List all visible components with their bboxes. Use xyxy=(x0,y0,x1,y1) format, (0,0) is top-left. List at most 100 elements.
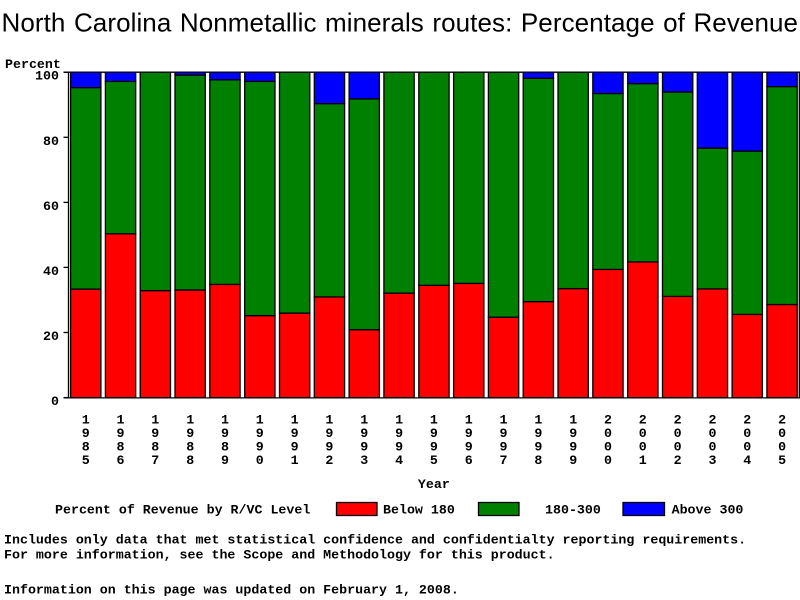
svg-text:Information on this page was u: Information on this page was updated on … xyxy=(4,583,459,598)
svg-text:2: 2 xyxy=(709,412,717,427)
svg-text:8: 8 xyxy=(82,439,90,454)
svg-text:9: 9 xyxy=(534,439,542,454)
svg-text:1: 1 xyxy=(291,412,299,427)
svg-text:8: 8 xyxy=(186,453,194,468)
svg-text:8: 8 xyxy=(534,453,542,468)
svg-text:0: 0 xyxy=(674,426,682,441)
svg-text:9: 9 xyxy=(430,426,438,441)
svg-text:1: 1 xyxy=(291,453,299,468)
svg-text:1: 1 xyxy=(395,412,403,427)
svg-text:8: 8 xyxy=(186,439,194,454)
svg-text:Above 300: Above 300 xyxy=(672,503,744,518)
svg-text:Includes only data that met st: Includes only data that met statistical … xyxy=(4,532,746,547)
svg-text:North Carolina Nonmetallic min: North Carolina Nonmetallic minerals rout… xyxy=(2,8,799,38)
svg-text:9: 9 xyxy=(500,426,508,441)
svg-text:6: 6 xyxy=(117,453,125,468)
svg-text:5: 5 xyxy=(430,453,438,468)
svg-text:2: 2 xyxy=(639,412,647,427)
svg-text:7: 7 xyxy=(151,453,159,468)
svg-text:8: 8 xyxy=(151,439,159,454)
svg-text:20: 20 xyxy=(43,329,59,344)
svg-text:1: 1 xyxy=(534,412,542,427)
svg-text:5: 5 xyxy=(778,453,786,468)
svg-text:9: 9 xyxy=(500,439,508,454)
svg-text:9: 9 xyxy=(534,426,542,441)
svg-text:0: 0 xyxy=(604,453,612,468)
svg-text:0: 0 xyxy=(743,439,751,454)
svg-text:9: 9 xyxy=(569,439,577,454)
svg-text:3: 3 xyxy=(360,453,368,468)
svg-text:1: 1 xyxy=(256,412,264,427)
svg-text:0: 0 xyxy=(674,439,682,454)
svg-text:0: 0 xyxy=(709,426,717,441)
svg-text:9: 9 xyxy=(256,426,264,441)
svg-text:5: 5 xyxy=(82,453,90,468)
svg-text:9: 9 xyxy=(186,426,194,441)
svg-text:0: 0 xyxy=(51,394,59,409)
svg-text:0: 0 xyxy=(743,426,751,441)
svg-text:9: 9 xyxy=(465,426,473,441)
svg-text:0: 0 xyxy=(778,439,786,454)
svg-text:Year: Year xyxy=(418,477,450,492)
svg-text:2: 2 xyxy=(604,412,612,427)
svg-text:Percent: Percent xyxy=(5,57,61,72)
svg-text:40: 40 xyxy=(43,264,59,279)
svg-text:100: 100 xyxy=(35,69,59,84)
svg-text:9: 9 xyxy=(325,426,333,441)
svg-text:9: 9 xyxy=(82,426,90,441)
svg-text:1: 1 xyxy=(639,453,647,468)
svg-text:9: 9 xyxy=(221,426,229,441)
svg-text:9: 9 xyxy=(325,439,333,454)
svg-text:0: 0 xyxy=(604,439,612,454)
svg-text:9: 9 xyxy=(256,439,264,454)
svg-text:2: 2 xyxy=(674,412,682,427)
svg-text:0: 0 xyxy=(639,439,647,454)
svg-text:7: 7 xyxy=(500,453,508,468)
svg-text:9: 9 xyxy=(360,439,368,454)
svg-text:8: 8 xyxy=(221,439,229,454)
svg-text:1: 1 xyxy=(569,412,577,427)
svg-text:1: 1 xyxy=(117,412,125,427)
svg-text:1: 1 xyxy=(221,412,229,427)
svg-text:9: 9 xyxy=(395,439,403,454)
svg-text:2: 2 xyxy=(325,453,333,468)
svg-text:9: 9 xyxy=(360,426,368,441)
svg-text:2: 2 xyxy=(743,412,751,427)
svg-text:3: 3 xyxy=(709,453,717,468)
svg-text:1: 1 xyxy=(465,412,473,427)
svg-text:4: 4 xyxy=(395,453,403,468)
svg-text:9: 9 xyxy=(569,453,577,468)
svg-text:0: 0 xyxy=(604,426,612,441)
svg-text:9: 9 xyxy=(395,426,403,441)
svg-text:0: 0 xyxy=(709,439,717,454)
svg-text:9: 9 xyxy=(430,439,438,454)
svg-text:0: 0 xyxy=(778,426,786,441)
svg-text:4: 4 xyxy=(743,453,751,468)
svg-text:8: 8 xyxy=(117,439,125,454)
svg-text:1: 1 xyxy=(360,412,368,427)
svg-text:9: 9 xyxy=(569,426,577,441)
svg-text:1: 1 xyxy=(151,412,159,427)
svg-text:1: 1 xyxy=(500,412,508,427)
svg-text:0: 0 xyxy=(256,453,264,468)
svg-text:1: 1 xyxy=(325,412,333,427)
svg-text:6: 6 xyxy=(465,453,473,468)
svg-text:1: 1 xyxy=(186,412,194,427)
svg-text:9: 9 xyxy=(151,426,159,441)
svg-text:Below 180: Below 180 xyxy=(383,503,455,518)
svg-text:9: 9 xyxy=(291,439,299,454)
svg-text:9: 9 xyxy=(221,453,229,468)
svg-text:80: 80 xyxy=(43,134,59,149)
svg-text:1: 1 xyxy=(430,412,438,427)
svg-text:180-300: 180-300 xyxy=(545,503,601,518)
svg-text:1: 1 xyxy=(82,412,90,427)
svg-text:9: 9 xyxy=(465,439,473,454)
svg-text:9: 9 xyxy=(291,426,299,441)
svg-text:2: 2 xyxy=(778,412,786,427)
svg-text:Percent of Revenue by R/VC Lev: Percent of Revenue by R/VC Level xyxy=(55,503,310,518)
svg-text:60: 60 xyxy=(43,199,59,214)
svg-text:2: 2 xyxy=(674,453,682,468)
svg-text:For more information, see the: For more information, see the Scope and … xyxy=(4,547,555,562)
svg-text:9: 9 xyxy=(117,426,125,441)
svg-text:0: 0 xyxy=(639,426,647,441)
